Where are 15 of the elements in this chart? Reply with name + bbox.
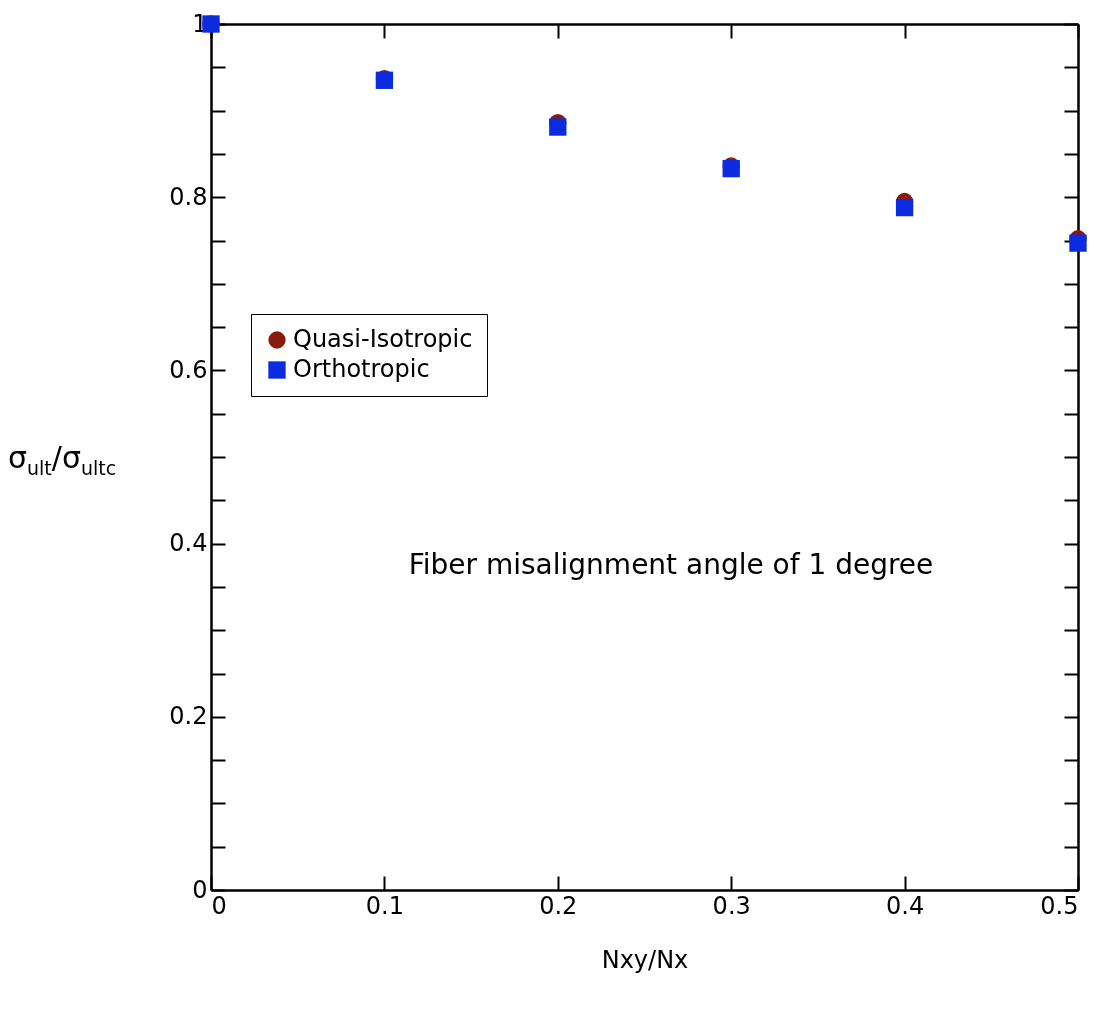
x-tick-label: 0.4 — [886, 891, 925, 920]
legend-label: Orthotropic — [293, 355, 430, 383]
y-tick-label: 0.2 — [169, 702, 208, 731]
y-tick-label: 0.6 — [169, 355, 208, 384]
y-axis-title: σ$_{ult}$/σ$_{ultc}$ — [8, 440, 117, 479]
x-tick-label: 0.2 — [539, 891, 578, 920]
x-tick-label: 0.3 — [712, 891, 751, 920]
x-axis-title: Nxy/Nx — [601, 945, 689, 974]
legend-label: Quasi-Isotropic — [293, 325, 473, 353]
x-tick-label: 0 — [211, 891, 227, 920]
x-tick-label: 0.1 — [365, 891, 404, 920]
x-tick-label: 0.5 — [1040, 891, 1079, 920]
y-tick-label: 0.4 — [169, 529, 208, 558]
annotation: Fiber misalignment angle of 1 degree — [408, 548, 934, 581]
y-tick-label: 0.8 — [169, 182, 208, 211]
